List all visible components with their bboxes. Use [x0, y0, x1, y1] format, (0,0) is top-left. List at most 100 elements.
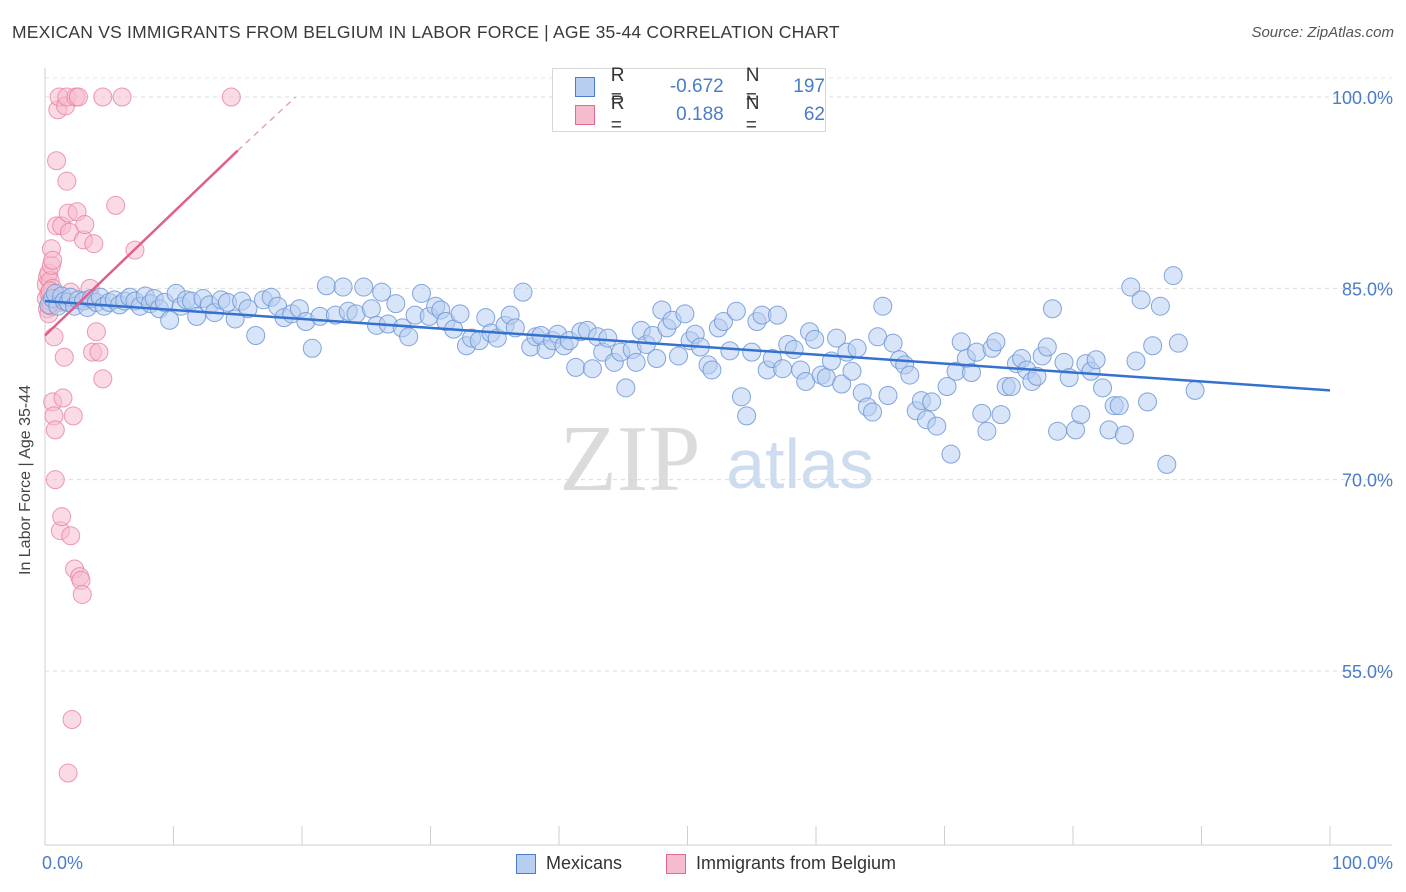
mexicans-point — [1037, 337, 1057, 357]
bottom-legend-label-mexicans: Mexicans — [546, 853, 623, 873]
mexicans-point — [238, 299, 258, 319]
legend-row-belgium: R = 0.188 N = 62 — [575, 93, 825, 136]
correlation-legend: R = -0.672 N = 197 R = 0.188 N = 62 — [552, 65, 826, 136]
mexicans-point — [737, 406, 757, 426]
axes — [44, 68, 1392, 846]
mexicans-point — [333, 277, 353, 297]
mexicans-point — [1150, 296, 1170, 316]
mexicans-point — [702, 360, 722, 380]
legend-row-mexicans: R = -0.672 N = 197 — [575, 65, 825, 108]
belgium-point — [68, 87, 88, 107]
mexicans-point — [991, 405, 1011, 425]
mexicans-point — [922, 392, 942, 412]
bottom-legend-swatch-blue — [516, 853, 536, 874]
legend-swatch-blue — [575, 77, 595, 97]
belgium-point — [44, 327, 64, 347]
y-tick-label: 55.0% — [1342, 662, 1393, 682]
belgium-point — [57, 171, 77, 191]
belgium-point — [53, 388, 73, 408]
mexicans-point — [1126, 351, 1146, 371]
x-tick-label-max: 100.0% — [1332, 853, 1393, 873]
mexicans-point — [399, 327, 419, 347]
y-tick-labels: 55.0% 70.0% 85.0% 100.0% — [1332, 88, 1393, 682]
belgium-point — [63, 406, 83, 426]
mexicans-point — [805, 329, 825, 349]
mexicans-point — [582, 359, 602, 379]
mexicans-point — [1168, 333, 1188, 353]
belgium-point — [112, 87, 132, 107]
mexicans-point — [941, 444, 961, 464]
mexicans-point — [847, 338, 867, 358]
legend-swatch-pink — [575, 105, 595, 125]
mexicans-point — [354, 277, 374, 297]
mexicans-point — [1086, 350, 1106, 370]
mexicans-point — [726, 301, 746, 321]
mexicans-point — [742, 342, 762, 362]
mexicans-point — [1109, 396, 1129, 416]
chart-title: MEXICAN VS IMMIGRANTS FROM BELGIUM IN LA… — [12, 22, 840, 42]
belgium-point — [52, 507, 72, 527]
n-value-mexicans: 197 — [793, 76, 825, 97]
belgium-point — [93, 87, 113, 107]
n-value-belgium: 62 — [803, 104, 825, 125]
mexicans-point — [863, 402, 883, 422]
bottom-legend-belgium: Immigrants from Belgium — [666, 853, 896, 874]
belgium-points — [36, 87, 241, 783]
mexicans-point — [767, 305, 787, 325]
mexicans-point — [842, 361, 862, 381]
belgium-point — [86, 322, 106, 342]
mexicans-point — [626, 352, 646, 372]
mexicans-point — [1114, 425, 1134, 445]
mexicans-point — [951, 332, 971, 352]
belgium-point — [47, 151, 67, 171]
source-label: Source: ZipAtlas.com — [1251, 24, 1394, 41]
mexicans-point — [961, 363, 981, 383]
mexicans-point — [773, 359, 793, 379]
r-label: R = — [610, 93, 625, 136]
mexicans-point — [1071, 405, 1091, 425]
mexicans-point — [361, 299, 381, 319]
mexicans-point — [986, 332, 1006, 352]
mexicans-point — [316, 276, 336, 296]
mexicans-point — [827, 328, 847, 348]
mexicans-point — [513, 282, 533, 302]
mexicans-point — [1001, 377, 1021, 397]
mexicans-point — [731, 387, 751, 407]
watermark-atlas: atlas — [726, 425, 874, 503]
mexicans-point — [1121, 277, 1141, 297]
mexicans-point — [246, 326, 266, 346]
x-tick-label-min: 0.0% — [42, 853, 83, 873]
mexicans-point — [1143, 336, 1163, 356]
mexicans-point — [972, 403, 992, 423]
belgium-point — [84, 234, 104, 254]
bottom-legend-mexicans: Mexicans — [516, 853, 622, 874]
mexicans-point — [1093, 378, 1113, 398]
mexicans-point — [675, 304, 695, 324]
watermark: ZIP atlas — [560, 407, 874, 511]
mexicans-point — [937, 377, 957, 397]
r-value-belgium: 0.188 — [676, 104, 724, 125]
mexicans-point — [873, 296, 893, 316]
belgium-point — [45, 470, 65, 490]
belgium-trend-line — [44, 149, 239, 337]
belgium-point — [93, 369, 113, 389]
y-tick-label: 100.0% — [1332, 88, 1393, 108]
mexicans-point — [1131, 290, 1151, 310]
n-label: N = — [745, 65, 760, 108]
belgium-point — [89, 342, 109, 362]
belgium-trend-extension — [237, 96, 297, 152]
mexicans-point — [900, 365, 920, 385]
y-tick-label: 85.0% — [1342, 279, 1393, 299]
mexicans-point — [450, 304, 470, 324]
mexicans-point — [566, 357, 586, 377]
mexicans-point — [372, 282, 392, 302]
y-tick-label: 70.0% — [1342, 471, 1393, 491]
x-tick-labels: 0.0% 100.0% — [42, 853, 1393, 873]
belgium-point — [72, 584, 92, 604]
trend-lines — [44, 96, 1331, 392]
mexicans-point — [598, 328, 618, 348]
belgium-point — [106, 195, 126, 215]
belgium-point — [62, 709, 82, 729]
mexicans-point — [386, 294, 406, 314]
